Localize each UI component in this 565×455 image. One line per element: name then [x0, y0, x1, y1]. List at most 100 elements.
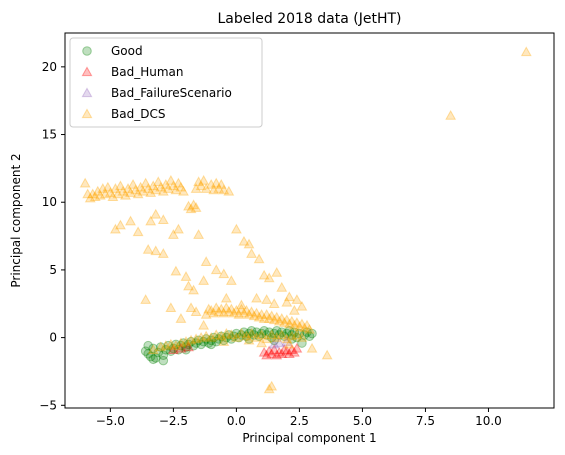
- data-point: [253, 311, 265, 322]
- data-point: [200, 256, 212, 266]
- data-point: [283, 338, 295, 349]
- legend: Good Bad_Human Bad_FailureScenario Bad_DCS: [69, 37, 263, 128]
- data-point: [162, 183, 174, 193]
- data-point: [196, 339, 206, 350]
- data-point: [230, 331, 242, 342]
- data-point: [142, 243, 154, 254]
- data-point: [203, 303, 215, 314]
- data-point: [254, 331, 264, 342]
- data-point: [161, 344, 171, 355]
- data-point: [266, 332, 277, 343]
- data-point: [140, 294, 152, 304]
- data-point: [213, 306, 225, 317]
- data-point: [125, 187, 136, 197]
- data-point: [99, 188, 111, 199]
- data-point: [220, 327, 232, 338]
- data-point: [175, 181, 187, 192]
- data-point: [273, 315, 285, 326]
- data-point: [281, 314, 293, 325]
- data-point: [170, 265, 182, 276]
- data-point: [292, 332, 302, 343]
- data-point: [274, 330, 285, 340]
- data-point: [137, 185, 149, 196]
- data-point: [215, 303, 227, 314]
- data-point: [276, 329, 288, 340]
- data-point: [283, 291, 295, 302]
- series-bad-human: [167, 341, 303, 360]
- chart-title: Labeled 2018 data (JetHT): [217, 11, 401, 27]
- data-point: [291, 317, 303, 327]
- data-point: [200, 308, 212, 319]
- data-point: [236, 330, 247, 340]
- data-point: [150, 208, 162, 219]
- data-point: [117, 185, 129, 196]
- data-point: [145, 187, 157, 197]
- data-point: [160, 340, 172, 350]
- data-point: [278, 344, 290, 354]
- legend-label: Bad_FailureScenario: [111, 86, 232, 100]
- data-point: [269, 328, 280, 339]
- legend-entry: Good: [82, 44, 143, 58]
- data-point: [299, 322, 310, 333]
- plot-frame: [64, 32, 555, 409]
- data-point: [268, 338, 280, 349]
- data-point: [261, 308, 273, 319]
- series-bad-dcs: [79, 46, 532, 394]
- data-point: [282, 328, 292, 339]
- data-point: [188, 340, 199, 351]
- data-point: [167, 344, 179, 354]
- y-axis: −5 0 5 10 15 20: [39, 60, 65, 412]
- data-point: [198, 319, 210, 330]
- data-point: [225, 329, 237, 340]
- data-point: [157, 214, 169, 225]
- x-tick-label: 5.0: [353, 414, 372, 428]
- data-point: [190, 306, 202, 317]
- data-point: [150, 184, 162, 195]
- data-point: [165, 338, 177, 349]
- data-point: [147, 180, 159, 191]
- data-point: [206, 335, 216, 346]
- data-point: [226, 334, 237, 344]
- data-point: [306, 342, 318, 353]
- data-point: [263, 272, 275, 283]
- plot-marks: [79, 46, 532, 394]
- data-point: [248, 310, 260, 321]
- data-point: [296, 300, 308, 311]
- data-point: [115, 219, 126, 230]
- data-point: [249, 330, 259, 340]
- data-point: [268, 298, 280, 308]
- data-point: [82, 188, 94, 199]
- data-point: [155, 341, 167, 352]
- data-point: [168, 343, 179, 354]
- data-point: [241, 331, 252, 342]
- data-point: [268, 344, 280, 354]
- data-point: [208, 307, 220, 318]
- data-point: [142, 183, 154, 193]
- data-point: [175, 342, 187, 353]
- data-point: [193, 176, 205, 187]
- data-point: [276, 313, 288, 323]
- data-point: [198, 174, 210, 185]
- data-point: [256, 329, 268, 340]
- data-point: [273, 346, 285, 357]
- data-point: [193, 335, 204, 346]
- data-point: [127, 178, 139, 189]
- data-point: [299, 330, 310, 340]
- legend-marker: [81, 87, 93, 98]
- legend-label: Bad_DCS: [111, 107, 165, 121]
- data-point: [291, 329, 303, 340]
- data-point: [251, 331, 263, 342]
- legend-entry: Bad_Human: [81, 65, 183, 79]
- data-point: [150, 245, 162, 256]
- data-point: [223, 306, 235, 317]
- data-point: [171, 339, 181, 350]
- data-point: [178, 338, 189, 348]
- legend-label: Bad_Human: [111, 65, 183, 79]
- data-point: [109, 223, 121, 234]
- data-point: [215, 178, 227, 189]
- data-point: [210, 177, 222, 188]
- data-point: [166, 346, 176, 356]
- data-point: [261, 349, 273, 360]
- legend-entry: Bad_DCS: [81, 107, 165, 121]
- data-point: [210, 329, 222, 340]
